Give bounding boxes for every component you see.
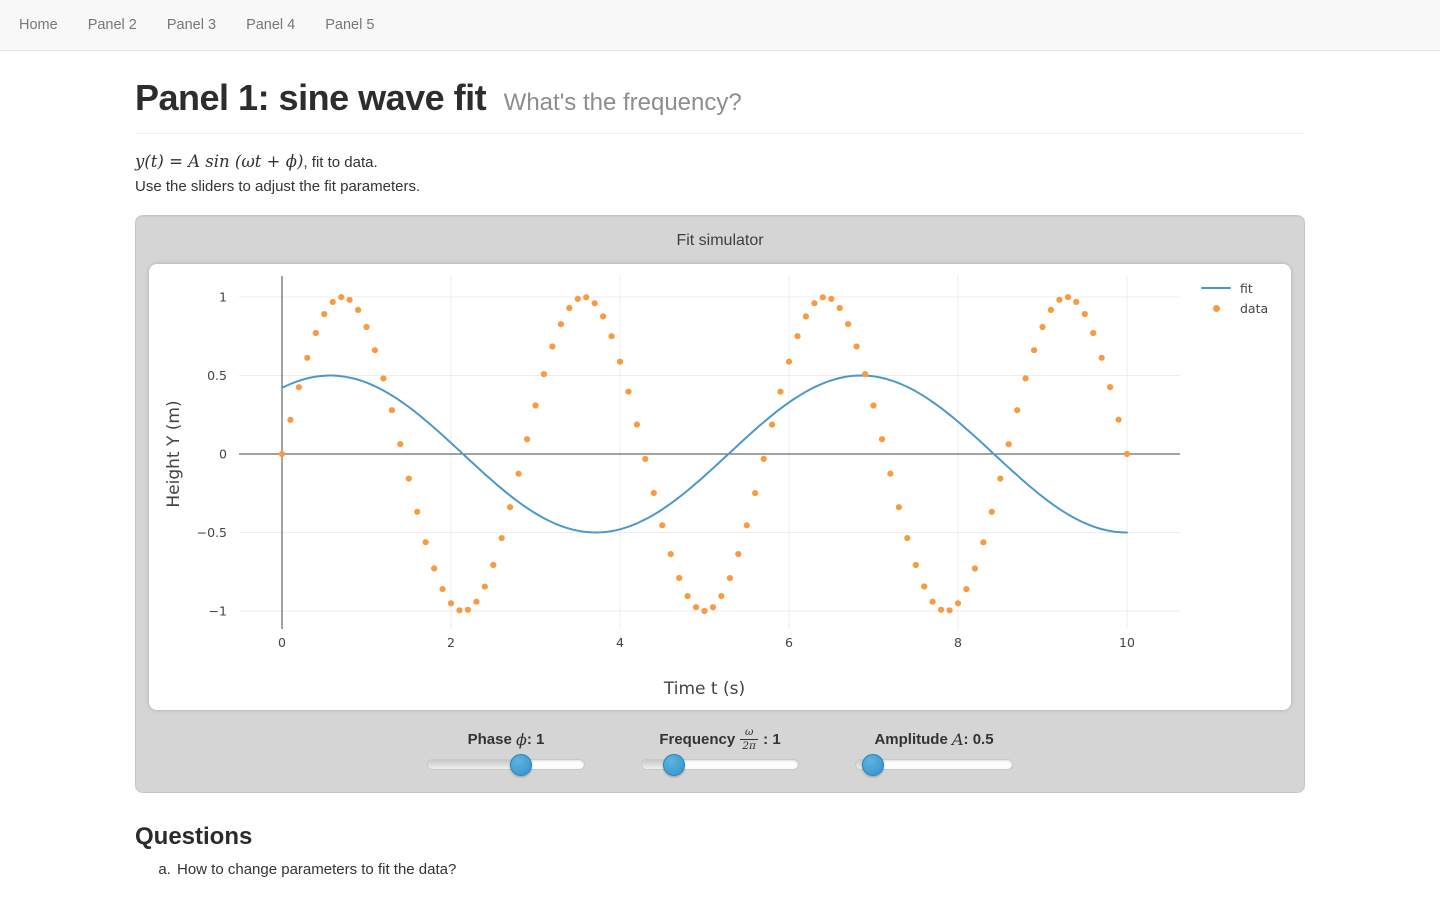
svg-text:2: 2 [447, 635, 455, 650]
amplitude-slider-handle[interactable] [861, 753, 884, 776]
nav-item-home[interactable]: Home [19, 17, 58, 33]
nav-item-panel2[interactable]: Panel 2 [87, 17, 137, 33]
amplitude-value: 0.5 [972, 730, 994, 748]
phase-slider[interactable] [427, 753, 585, 776]
svg-text:−0.5: −0.5 [197, 525, 227, 540]
page-title-text: Panel 1: sine wave fit [135, 77, 487, 118]
legend-item-data[interactable]: data [1201, 298, 1268, 318]
nav-item-panel4[interactable]: Panel 4 [246, 17, 296, 33]
phase-slider-handle[interactable] [509, 753, 532, 776]
questions-list: How to change parameters to fit the data… [151, 861, 1305, 878]
svg-text:0.5: 0.5 [207, 368, 227, 383]
formula-math: y(t) = A sin (ωt + ϕ) [135, 152, 304, 171]
omega-over-2pi-symbol: ω 2π [740, 726, 758, 752]
instruction-text: Use the sliders to adjust the fit parame… [135, 178, 421, 195]
frequency-slider-group: Frequency ω 2π : 1 [641, 726, 799, 776]
slider-row: Phase ϕ: 1 Frequency ω 2π : 1 Ampli [149, 726, 1291, 776]
amplitude-slider[interactable] [855, 753, 1013, 776]
svg-text:10: 10 [1119, 635, 1135, 650]
phase-value: 1 [536, 730, 545, 748]
plot-legend: fit data [1201, 278, 1268, 318]
legend-label-fit: fit [1240, 280, 1253, 296]
fit-line-swatch-icon [1201, 286, 1231, 290]
svg-text:4: 4 [616, 635, 624, 650]
formula: y(t) = A sin (ωt + ϕ), fit to data. [135, 152, 1305, 171]
phase-slider-progress [428, 760, 521, 769]
frequency-slider-label: Frequency ω 2π : 1 [659, 726, 781, 752]
questions-heading: Questions [135, 823, 253, 850]
svg-text:0: 0 [278, 635, 286, 650]
navbar: Home Panel 2 Panel 3 Panel 4 Panel 5 [0, 0, 1440, 51]
svg-text:−1: −1 [209, 604, 227, 619]
legend-label-data: data [1240, 300, 1269, 316]
page-title: Panel 1: sine wave fit What's the freque… [135, 77, 1305, 119]
frequency-slider[interactable] [641, 753, 799, 776]
svg-text:0: 0 [219, 447, 227, 462]
page-subtitle: What's the frequency? [503, 89, 742, 116]
phase-slider-label: Phase ϕ: 1 [467, 729, 545, 749]
nav-item-panel5[interactable]: Panel 5 [325, 17, 375, 33]
frequency-value: 1 [772, 730, 781, 748]
amplitude-slider-label: Amplitude A: 0.5 [874, 729, 994, 749]
phase-slider-group: Phase ϕ: 1 [427, 726, 585, 776]
formula-tail: , fit to data. [303, 154, 378, 171]
title-divider [135, 133, 1305, 134]
frequency-slider-handle[interactable] [662, 753, 685, 776]
svg-text:Height Y (m): Height Y (m) [164, 400, 184, 507]
svg-text:Time t (s): Time t (s) [663, 679, 745, 699]
legend-item-fit[interactable]: fit [1201, 278, 1268, 298]
frequency-slider-progress [642, 760, 674, 769]
svg-text:1: 1 [219, 290, 227, 305]
svg-text:8: 8 [954, 635, 962, 650]
amplitude-slider-group: Amplitude A: 0.5 [855, 726, 1013, 776]
phi-symbol: ϕ [515, 729, 527, 749]
A-symbol: A [951, 729, 964, 749]
data-dot-swatch-icon [1201, 304, 1231, 312]
plot-canvas[interactable]: 0 2 4 6 8 10 −1 −0.5 0 0.5 1 Time t (s) Height Y (m) [149, 264, 1291, 710]
nav-item-panel3[interactable]: Panel 3 [166, 17, 217, 33]
question-item: How to change parameters to fit the data… [175, 861, 1305, 878]
panel-title: Fit simulator [676, 232, 764, 249]
svg-text:6: 6 [785, 635, 793, 650]
plot-card: 0 2 4 6 8 10 −1 −0.5 0 0.5 1 Time t (s) Height Y (m)… [149, 264, 1291, 710]
fit-simulator-panel: Fit simulator 0 2 4 6 8 10 −1 −0.5 0 0.5 1 Time t (… [135, 215, 1305, 793]
